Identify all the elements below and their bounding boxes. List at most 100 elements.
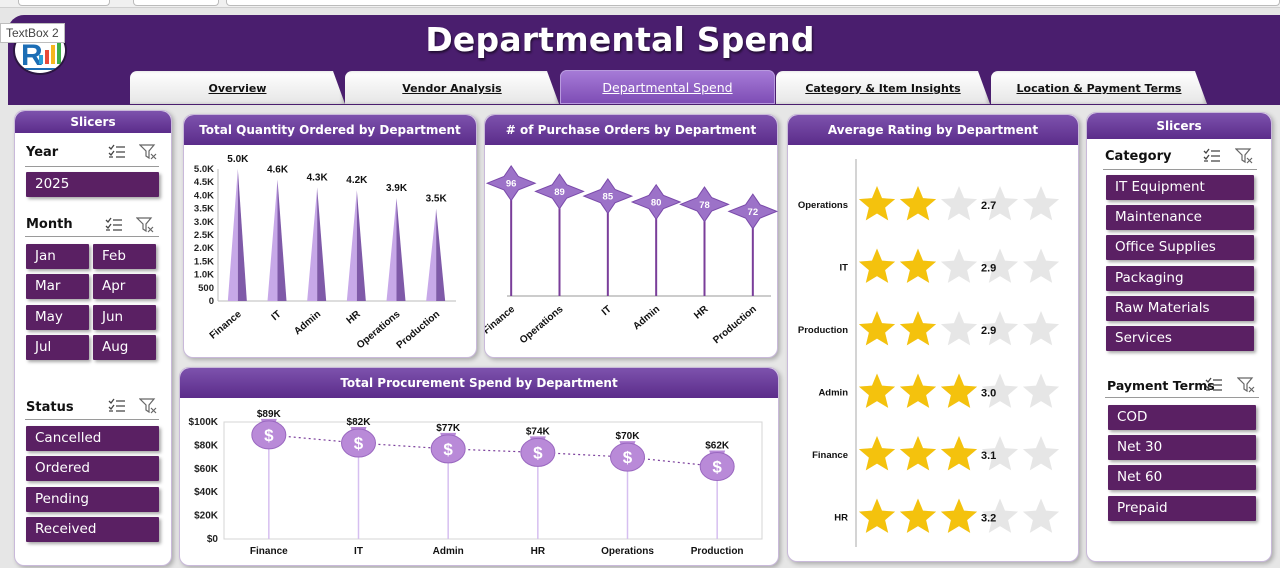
tab-location-payment-terms[interactable]: Location & Payment Terms: [991, 71, 1207, 104]
money-bag-icon: [251, 420, 287, 450]
y-tick-label: 500: [198, 283, 214, 294]
x-tick-label: Operations: [601, 546, 654, 557]
rating-star-filled: [899, 311, 937, 346]
slicer-item-month[interactable]: Jul: [26, 335, 89, 360]
data-label: 4.6K: [267, 165, 289, 176]
slicer-item-month[interactable]: May: [26, 305, 89, 330]
x-tick-label: IT: [354, 546, 363, 557]
divider: [25, 236, 159, 237]
data-label: 72: [748, 207, 759, 218]
spend-chart-title: Total Procurement Spend by Department: [180, 368, 778, 398]
rating-star-empty: [981, 373, 1019, 408]
slicer-item-status[interactable]: Cancelled: [26, 426, 159, 451]
quantity-chart-panel: Total Quantity Ordered by Department 0 50…: [183, 114, 477, 358]
rating-star-filled: [899, 186, 937, 221]
y-tick-label: 1.0K: [194, 270, 214, 281]
money-bag-icon: [430, 434, 466, 464]
rating-star-filled: [858, 498, 896, 533]
slicer-item-month[interactable]: Apr: [93, 274, 156, 299]
data-label: 3.0: [981, 388, 996, 400]
data-label: $74K: [526, 426, 551, 437]
x-tick-label: Admin: [433, 546, 464, 557]
slicer-item-category[interactable]: Maintenance: [1106, 205, 1254, 230]
slicer-item-month[interactable]: Feb: [93, 244, 156, 269]
clear-filter-icon[interactable]: [136, 217, 154, 233]
plot-area: [223, 421, 763, 540]
slicer-item-payment[interactable]: Prepaid: [1108, 496, 1256, 521]
y-tick-label: $20K: [194, 511, 219, 522]
dollar-sign: $: [443, 440, 453, 459]
y-tick-label: 0: [209, 296, 214, 307]
slicer-item-category[interactable]: Packaging: [1106, 266, 1254, 291]
x-tick-label: Production: [691, 546, 744, 557]
x-tick-label: Finance: [208, 309, 244, 342]
x-tick-label: IT: [270, 309, 284, 323]
bar: [346, 190, 357, 301]
slicer-item-month[interactable]: Mar: [26, 274, 89, 299]
slicer-item-category[interactable]: Raw Materials: [1106, 296, 1254, 321]
clear-filter-icon[interactable]: [1237, 377, 1255, 393]
slicer-item-payment[interactable]: Net 60: [1108, 465, 1256, 490]
data-label: 4.2K: [346, 175, 368, 186]
right-slicer-panel: Slicers Category IT Equipment Maintenanc…: [1086, 112, 1272, 562]
clear-filter-icon[interactable]: [139, 144, 157, 160]
x-tick-label: Admin: [292, 309, 323, 337]
slicer-item-category[interactable]: Office Supplies: [1106, 235, 1254, 260]
x-tick-label: HR: [345, 308, 364, 326]
marker: [582, 177, 634, 215]
slicer-item-status[interactable]: Pending: [26, 487, 159, 512]
tab-departmental-spend[interactable]: Departmental Spend: [560, 70, 775, 104]
x-tick-label: Production: [395, 309, 443, 351]
tab-vendor-analysis[interactable]: Vendor Analysis: [345, 71, 559, 104]
slicer-item-month[interactable]: Jun: [93, 305, 156, 330]
slicer-item-month[interactable]: Aug: [93, 335, 156, 360]
rating-star-filled: [940, 373, 978, 408]
rating-star-empty: [940, 311, 978, 346]
rating-star-empty: [981, 248, 1019, 283]
rating-star-filled: [858, 248, 896, 283]
y-tick-label: 4.0K: [194, 190, 214, 201]
divider: [1105, 397, 1259, 398]
multi-select-icon[interactable]: [108, 398, 126, 414]
y-tick-label: $0: [207, 534, 219, 545]
multi-select-icon[interactable]: [105, 217, 123, 233]
slicer-item-category[interactable]: Services: [1106, 326, 1254, 351]
slicer-item-status[interactable]: Ordered: [26, 456, 159, 481]
multi-select-icon[interactable]: [108, 144, 126, 160]
money-bag-icon: [341, 428, 376, 458]
clear-filter-icon[interactable]: [1235, 148, 1253, 164]
rating-star-empty: [1022, 311, 1060, 346]
bar: [386, 198, 397, 301]
y-tick-label: Finance: [812, 450, 848, 461]
divider: [25, 419, 159, 420]
bar: [436, 208, 446, 301]
dollar-sign: $: [712, 457, 722, 476]
rating-star-empty: [981, 436, 1019, 471]
slicer-item-year[interactable]: 2025: [26, 172, 159, 197]
marker: [485, 165, 537, 202]
tab-category-item-insights[interactable]: Category & Item Insights: [776, 71, 990, 104]
category-slicer-label: Category: [1105, 149, 1172, 164]
marker: [534, 173, 585, 210]
clear-filter-icon[interactable]: [139, 398, 157, 414]
bar: [227, 169, 238, 301]
y-tick-label: 5.0K: [194, 164, 214, 175]
y-tick-label: 3.5K: [194, 204, 214, 215]
rating-star-empty: [1022, 436, 1060, 471]
rating-star-filled: [858, 311, 896, 346]
slicer-item-status[interactable]: Received: [26, 517, 159, 542]
textbox-label: TextBox 2: [0, 23, 65, 43]
multi-select-icon[interactable]: [1205, 377, 1223, 393]
x-tick-label: HR: [692, 303, 711, 321]
slicer-item-category[interactable]: IT Equipment: [1106, 175, 1254, 200]
tab-overview[interactable]: Overview: [130, 71, 345, 104]
multi-select-icon[interactable]: [1203, 148, 1221, 164]
slicer-item-payment[interactable]: Net 30: [1108, 435, 1256, 460]
slicer-item-payment[interactable]: COD: [1108, 405, 1256, 430]
data-label: 3.9K: [386, 183, 408, 194]
slicer-item-month[interactable]: Jan: [26, 244, 89, 269]
x-tick-label: Production: [711, 304, 759, 346]
divider: [1103, 169, 1257, 170]
x-tick-label: Finance: [250, 546, 288, 557]
rating-star-filled: [858, 186, 896, 221]
